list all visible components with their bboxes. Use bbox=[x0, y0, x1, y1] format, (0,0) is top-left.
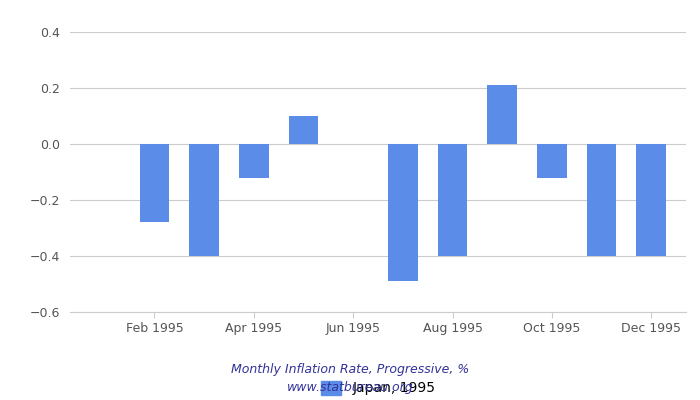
Legend: Japan, 1995: Japan, 1995 bbox=[315, 375, 441, 400]
Text: Monthly Inflation Rate, Progressive, %: Monthly Inflation Rate, Progressive, % bbox=[231, 364, 469, 376]
Bar bbox=[537, 144, 567, 178]
Bar bbox=[388, 144, 418, 281]
Bar bbox=[288, 116, 318, 144]
Bar bbox=[239, 144, 269, 178]
Bar bbox=[139, 144, 169, 222]
Bar bbox=[636, 144, 666, 256]
Text: www.statbureau.org: www.statbureau.org bbox=[287, 382, 413, 394]
Bar bbox=[487, 85, 517, 144]
Bar bbox=[189, 144, 219, 256]
Bar bbox=[587, 144, 617, 256]
Bar bbox=[438, 144, 468, 256]
